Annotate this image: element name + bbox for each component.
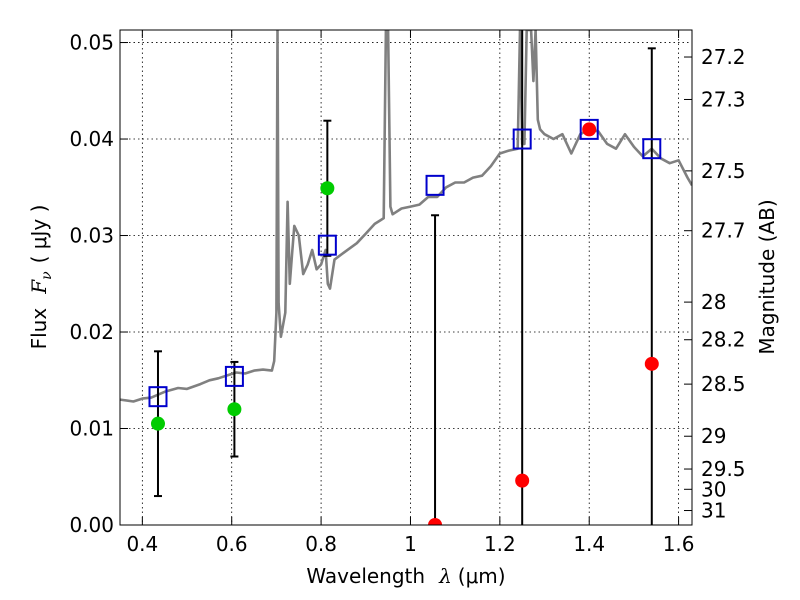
y-tick-label: 0.03 [69, 224, 114, 248]
detection-point [150, 416, 165, 431]
mag-tick-label: 30 [701, 477, 726, 501]
mag-tick-label: 27.3 [701, 87, 746, 111]
y-tick-label: 0.02 [69, 320, 114, 344]
y-tick-label: 0.05 [69, 31, 114, 55]
x-tick-label: 0.8 [305, 532, 337, 556]
non-detection-point [582, 122, 597, 137]
model-photometry-square [512, 128, 532, 150]
model-photometry-square [579, 118, 599, 140]
x-tick-label: 1.4 [573, 532, 605, 556]
y-tick-label: 0.00 [69, 513, 114, 537]
mag-tick-label: 27.5 [701, 159, 746, 183]
model-photometry-square [224, 365, 244, 387]
x-tick-label: 1 [404, 532, 417, 556]
mag-tick-label: 27.2 [701, 45, 746, 69]
x-tick-label: 0.4 [126, 532, 158, 556]
mag-tick-label: 28 [701, 290, 726, 314]
non-detection-point [644, 356, 659, 371]
data-series [120, 30, 692, 525]
detection-point [320, 181, 335, 196]
axis-tick-labels: 0.4 0.6 0.8 1 1.2 1.4 1.6 0.00 0.01 0.02 0.03 0.04 0… [69, 31, 745, 556]
y-tick-label: 0.04 [69, 127, 114, 151]
model-photometry-square [425, 174, 445, 196]
mag-tick-label: 28.5 [701, 372, 746, 396]
model-spectrum-line [120, 30, 692, 403]
mag-tick-label: 29.5 [701, 457, 746, 481]
mag-tick-label: 31 [701, 499, 726, 523]
mag-tick-label: 27.7 [701, 219, 746, 243]
model-photometry-square [317, 234, 337, 256]
model-photometry-square [642, 138, 662, 160]
model-photometry-square [148, 386, 168, 408]
detection-point [227, 402, 242, 417]
x-axis-label: Wavelength λ (μm) [306, 564, 505, 588]
x-tick-label: 0.6 [216, 532, 248, 556]
y-tick-label: 0.01 [69, 417, 114, 441]
x-tick-label: 1.6 [663, 532, 695, 556]
non-detection-point [515, 473, 530, 488]
y-axis-label: FluxFν( μJy ) [27, 205, 55, 350]
mag-tick-label: 29 [701, 424, 726, 448]
y-axis-right-label: Magnitude (AB) [755, 199, 779, 354]
non-detection-point [428, 518, 443, 525]
plot-frame [119, 29, 693, 526]
mag-tick-label: 28.2 [701, 328, 746, 352]
x-tick-label: 1.2 [484, 532, 516, 556]
